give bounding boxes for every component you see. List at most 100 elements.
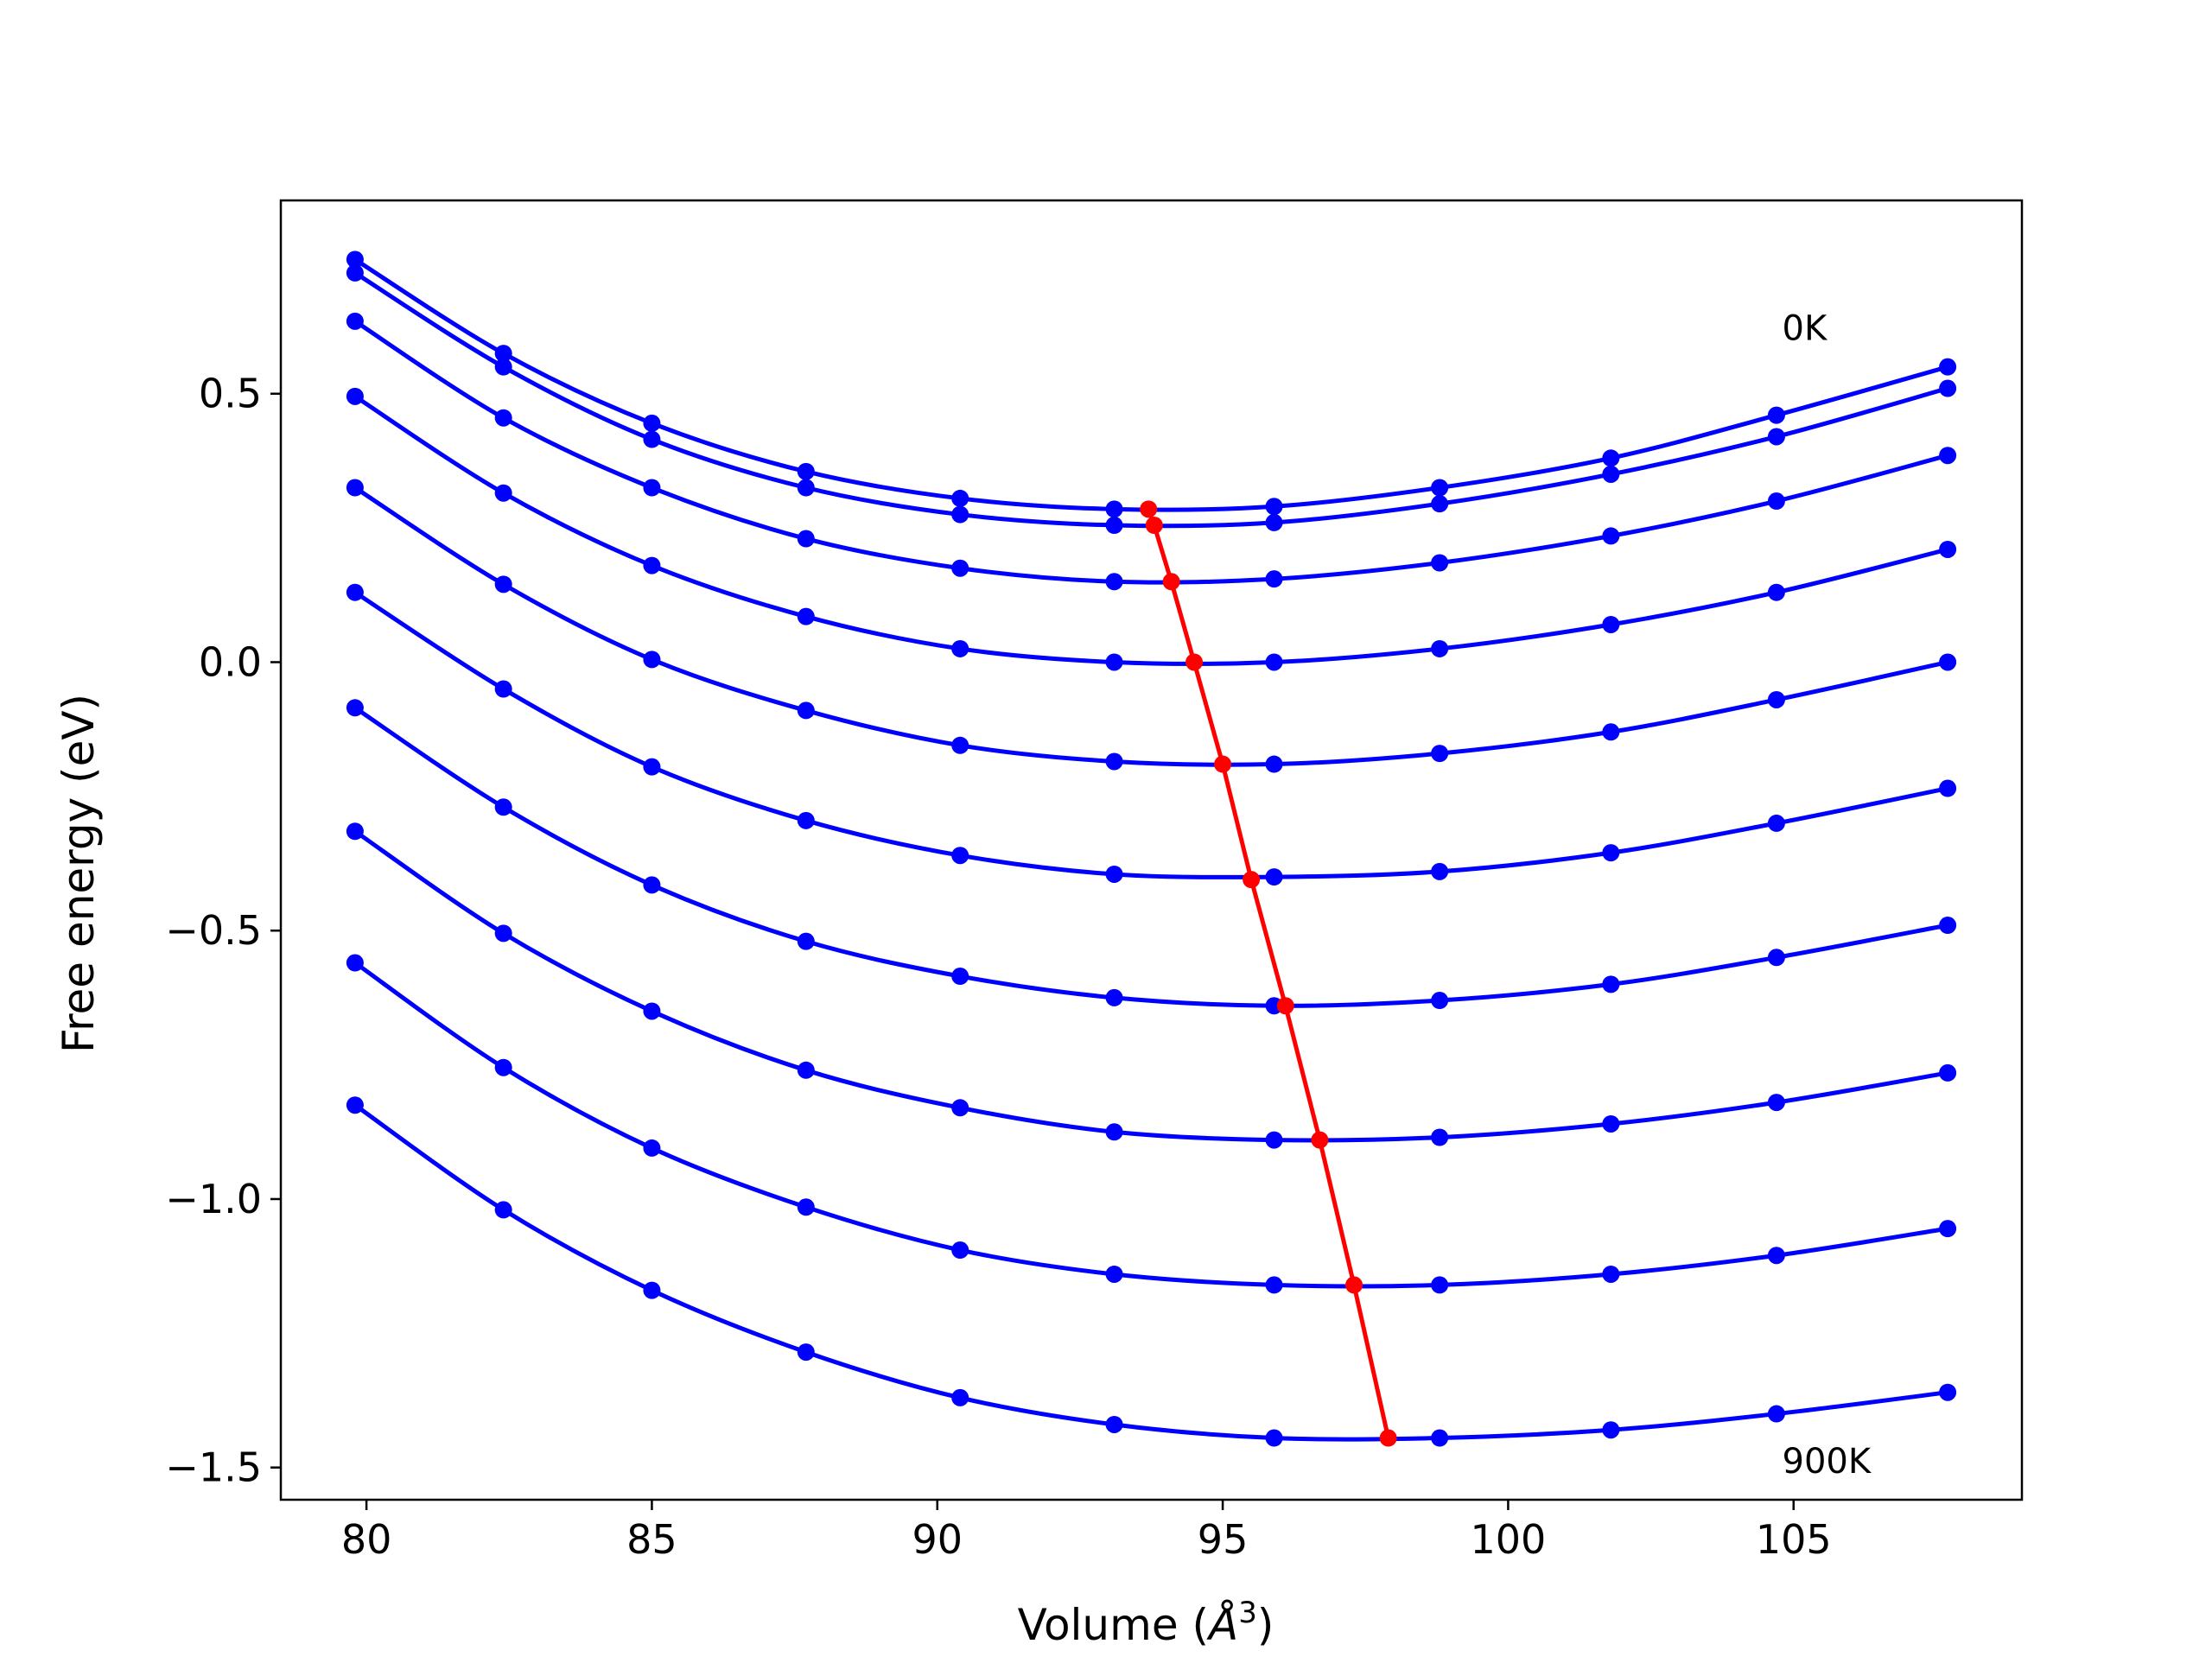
series-point-0k-9	[1767, 406, 1785, 424]
annotation-0k: 0K	[1783, 309, 1828, 349]
series-point-800k-6	[1265, 1276, 1283, 1294]
series-curves	[353, 257, 1948, 1442]
series-point-500k-8	[1602, 844, 1620, 862]
series-point-600k-5	[1105, 988, 1123, 1006]
series-point-200k-5	[1105, 573, 1123, 591]
series-point-700k-1	[494, 924, 512, 943]
series-point-0k-4	[951, 489, 969, 507]
series-point-600k-4	[951, 968, 969, 986]
series-point-0k-2	[643, 414, 661, 432]
series-point-500k-2	[643, 758, 661, 776]
series-point-700k-10	[1939, 1063, 1957, 1082]
series-point-100k-1	[494, 358, 512, 376]
series-point-400k-2	[643, 651, 661, 669]
series-point-800k-4	[951, 1241, 969, 1260]
y-tick-label-2: −0.5	[165, 907, 262, 954]
x-tick-label-1: 85	[626, 1516, 677, 1563]
series-point-700k-6	[1265, 1131, 1283, 1149]
y-tick-label-3: −1.0	[165, 1176, 262, 1222]
series-point-700k-3	[797, 1061, 815, 1079]
series-point-400k-1	[494, 575, 512, 593]
series-point-400k-7	[1431, 745, 1449, 763]
series-point-800k-8	[1602, 1265, 1620, 1283]
x-tick-label-5: 105	[1756, 1516, 1832, 1563]
series-point-400k-3	[797, 701, 815, 720]
series-point-200k-9	[1767, 492, 1785, 511]
series-point-600k-0	[346, 699, 364, 717]
series-point-200k-4	[951, 559, 969, 577]
y-tick-label-4: −1.5	[165, 1444, 262, 1491]
y-axis-label: Free energy (eV)	[54, 694, 104, 1053]
series-point-300k-3	[797, 607, 815, 625]
minima-point-4	[1214, 755, 1232, 773]
series-point-100k-3	[797, 479, 815, 497]
series-point-500k-9	[1767, 814, 1785, 832]
series-point-900k-2	[643, 1281, 661, 1299]
series-point-700k-7	[1431, 1128, 1449, 1146]
series-point-900k-3	[797, 1343, 815, 1362]
series-point-500k-0	[346, 583, 364, 601]
y-tick-label-0: 0.5	[199, 371, 262, 417]
series-point-500k-7	[1431, 862, 1449, 880]
series-point-200k-8	[1602, 527, 1620, 545]
series-point-900k-4	[951, 1388, 969, 1406]
series-point-600k-10	[1939, 917, 1957, 935]
series-point-500k-4	[951, 847, 969, 865]
series-line-900k	[353, 1103, 1948, 1442]
series-point-500k-3	[797, 811, 815, 829]
series-point-0k-1	[494, 345, 512, 363]
series-point-200k-7	[1431, 554, 1449, 572]
series-point-200k-0	[346, 312, 364, 330]
x-tick-label-4: 100	[1471, 1516, 1547, 1563]
series-point-900k-1	[494, 1201, 512, 1219]
series-point-300k-10	[1939, 540, 1957, 558]
series-point-500k-1	[494, 680, 512, 698]
plot-frame	[279, 199, 2024, 1501]
series-point-300k-4	[951, 639, 969, 657]
series-point-500k-6	[1265, 868, 1283, 886]
series-point-100k-0	[346, 263, 364, 282]
minima-point-6	[1276, 997, 1294, 1015]
series-point-300k-5	[1105, 653, 1123, 671]
minima-point-9	[1379, 1429, 1397, 1447]
series-point-700k-2	[643, 1002, 661, 1020]
series-point-600k-2	[643, 876, 661, 894]
x-axis-label-close: )	[1257, 1600, 1274, 1650]
series-point-800k-9	[1767, 1247, 1785, 1265]
series-point-900k-6	[1265, 1429, 1283, 1447]
series-point-300k-0	[346, 387, 364, 405]
x-tick-label-3: 95	[1198, 1516, 1249, 1563]
series-point-0k-6	[1265, 498, 1283, 516]
series-point-300k-8	[1602, 615, 1620, 633]
series-point-800k-1	[494, 1058, 512, 1076]
series-point-100k-6	[1265, 513, 1283, 531]
series-point-300k-7	[1431, 639, 1449, 657]
series-point-900k-5	[1105, 1415, 1123, 1433]
series-point-300k-2	[643, 556, 661, 574]
minima-series	[1140, 500, 1397, 1447]
series-point-600k-3	[797, 932, 815, 950]
series-point-600k-1	[494, 798, 512, 816]
series-point-200k-6	[1265, 570, 1283, 588]
minima-point-0	[1140, 500, 1158, 518]
series-point-200k-2	[643, 479, 661, 497]
series-point-100k-10	[1939, 379, 1957, 397]
series-point-400k-0	[346, 479, 364, 497]
series-points	[346, 251, 1957, 1447]
series-point-700k-9	[1767, 1094, 1785, 1112]
x-axis-label-symbol: Å	[1206, 1600, 1238, 1650]
series-point-400k-5	[1105, 752, 1123, 771]
minima-point-1	[1145, 517, 1163, 534]
series-point-0k-10	[1939, 358, 1957, 376]
minima-point-8	[1345, 1276, 1363, 1294]
annotations: 0K 900K	[1783, 309, 1872, 1482]
series-point-0k-5	[1105, 500, 1123, 518]
series-point-900k-9	[1767, 1405, 1785, 1423]
series-point-900k-7	[1431, 1429, 1449, 1447]
x-axis-label: Volume (Å3)	[1018, 1596, 1274, 1650]
series-point-800k-10	[1939, 1220, 1957, 1238]
series-line-0k	[353, 257, 1948, 512]
series-point-500k-5	[1105, 865, 1123, 883]
minima-line	[1146, 508, 1391, 1439]
